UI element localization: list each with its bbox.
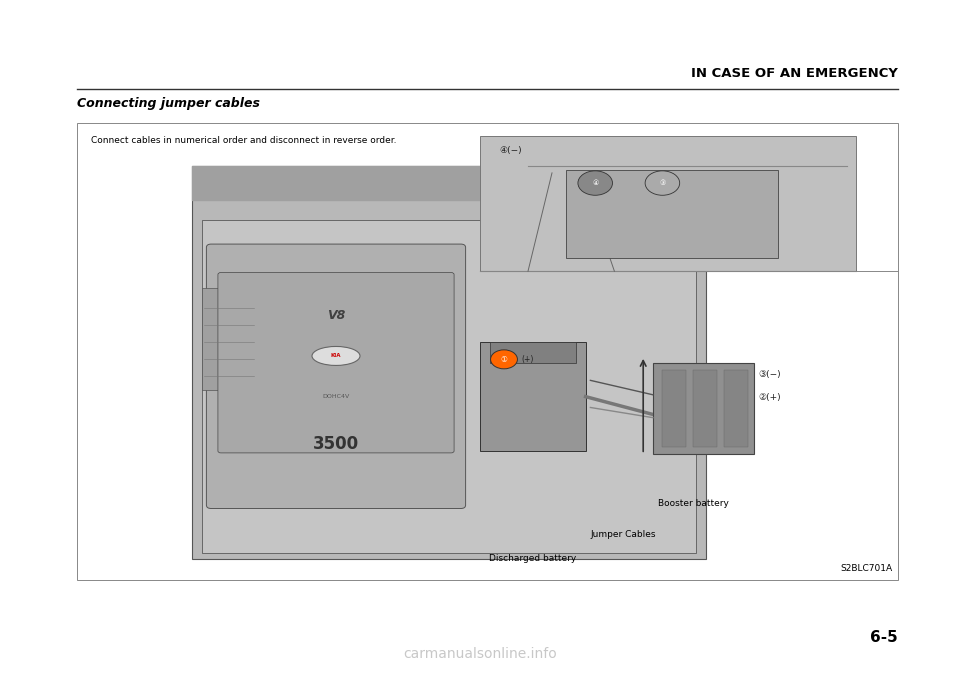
Text: 3500: 3500 bbox=[313, 435, 359, 453]
Bar bbox=[693, 370, 717, 447]
Text: carmanualsonline.info: carmanualsonline.info bbox=[403, 647, 557, 661]
Bar bbox=[202, 220, 696, 553]
Text: S2BLC701A: S2BLC701A bbox=[841, 564, 893, 573]
Text: ③(−): ③(−) bbox=[758, 370, 781, 378]
Text: Connecting jumper cables: Connecting jumper cables bbox=[77, 97, 260, 110]
Text: ④: ④ bbox=[592, 180, 598, 186]
Circle shape bbox=[491, 350, 517, 369]
Text: Booster battery: Booster battery bbox=[658, 500, 729, 508]
Text: 6-5: 6-5 bbox=[870, 630, 898, 645]
Bar bbox=[662, 370, 686, 447]
Bar bbox=[480, 136, 856, 271]
Bar bbox=[480, 342, 586, 451]
Text: ④(−): ④(−) bbox=[499, 146, 522, 155]
Ellipse shape bbox=[312, 346, 360, 365]
Text: KIA: KIA bbox=[331, 353, 341, 359]
Text: ②(+): ②(+) bbox=[758, 393, 781, 402]
Text: ③: ③ bbox=[660, 180, 665, 186]
Bar bbox=[490, 342, 576, 363]
Circle shape bbox=[645, 171, 680, 195]
Bar bbox=[77, 123, 898, 580]
Bar bbox=[724, 370, 748, 447]
Text: ①: ① bbox=[500, 355, 508, 364]
FancyBboxPatch shape bbox=[206, 244, 466, 508]
Circle shape bbox=[578, 171, 612, 195]
Text: IN CASE OF AN EMERGENCY: IN CASE OF AN EMERGENCY bbox=[691, 67, 898, 80]
Bar bbox=[202, 288, 259, 390]
FancyBboxPatch shape bbox=[192, 166, 706, 559]
Text: Connect cables in numerical order and disconnect in reverse order.: Connect cables in numerical order and di… bbox=[91, 136, 396, 144]
Bar bbox=[653, 363, 754, 454]
Text: V8: V8 bbox=[326, 308, 346, 322]
Text: (+): (+) bbox=[521, 355, 534, 364]
FancyBboxPatch shape bbox=[218, 273, 454, 453]
Text: Jumper Cables: Jumper Cables bbox=[590, 530, 656, 539]
Bar bbox=[566, 170, 778, 258]
Text: Discharged battery: Discharged battery bbox=[490, 554, 576, 563]
Text: DOHC4V: DOHC4V bbox=[323, 394, 349, 399]
